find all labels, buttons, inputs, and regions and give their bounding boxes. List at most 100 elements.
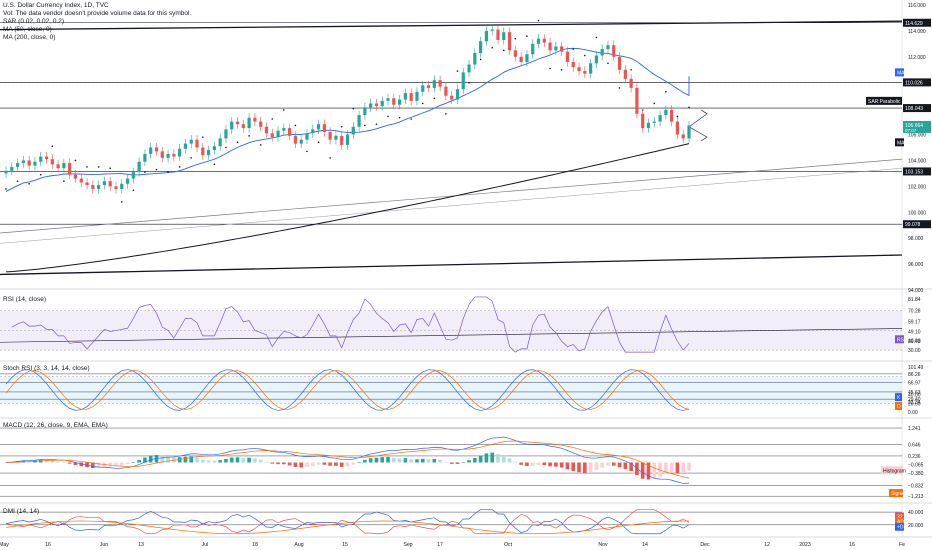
candle-body (97, 185, 101, 189)
macd-histogram-bar (565, 462, 570, 470)
time-axis[interactable]: May 16 Jun 13 Jul 18 Aug 15 Sep 17 Oct Nov 14 Dec 12 20… (0, 542, 905, 548)
sar-dot (584, 54, 586, 57)
macd-histogram-bar (438, 459, 442, 463)
macd-histogram-bar (183, 456, 188, 463)
candle-body (392, 98, 396, 105)
price-tick: 94.000 (908, 288, 924, 294)
sar-dot (387, 115, 389, 118)
stoch-legend[interactable]: Stoch RSI (3, 3, 14, 14, close) (3, 365, 90, 372)
candle-body (600, 49, 604, 56)
macd-histogram-bar (351, 462, 356, 465)
sar-dot (167, 171, 169, 173)
vol-note: Vol: The data vendor doesn't provide vol… (3, 10, 192, 17)
candle-body (328, 131, 332, 140)
candle-body (50, 159, 54, 165)
sar-dot (537, 19, 540, 22)
candle-body (137, 161, 141, 173)
candle-body (513, 50, 517, 57)
rsi-tick: 81.84 (908, 297, 921, 303)
candle-body (548, 42, 552, 51)
candle-body (172, 153, 176, 157)
candle-body (218, 138, 222, 147)
macd-histogram-bar (363, 459, 367, 463)
parabolic-sar (5, 19, 690, 203)
ma50-legend[interactable]: MA (50, close, 0) (3, 26, 52, 33)
macd-histogram-bar (496, 454, 500, 463)
sar-dot (74, 159, 77, 162)
trendlines (0, 20, 903, 276)
macd-tick: 0.646 (908, 443, 921, 449)
macd-histogram-bar (73, 462, 78, 466)
candle-body (560, 46, 564, 52)
price-tick: 98.000 (908, 236, 924, 242)
candle-body (369, 103, 373, 108)
sar-legend[interactable]: SAR (0.02, 0.02, 0.2) (3, 18, 65, 25)
candle-body (334, 135, 338, 140)
candle-body (102, 181, 106, 186)
candle-body (230, 121, 234, 130)
symbol-title[interactable]: U.S. Dollar Currency Index, 1D, TVC (3, 2, 109, 9)
price-scale[interactable]: 116.000114.000112.000110.000108.000106.0… (866, 3, 931, 294)
candle-body (108, 181, 112, 187)
price-label-108-043: 108.043 (905, 106, 923, 112)
candle-body (536, 38, 541, 44)
stoch-d-tag: D (897, 404, 901, 410)
candle-body (68, 163, 72, 175)
candle-body (531, 43, 535, 55)
candle-body (340, 135, 344, 145)
macd-histogram-bar (172, 457, 176, 463)
macd-histogram-bar (617, 462, 622, 468)
macd-legend[interactable]: MACD (12, 26, close, 9, EMA, EMA) (3, 422, 108, 429)
macd-tick: 1.241 (908, 426, 921, 432)
ma200-legend[interactable]: MA (200, close, 0) (3, 34, 56, 41)
sar-dot (560, 68, 563, 71)
macd-histogram-bar (316, 462, 321, 465)
candle-body (421, 85, 425, 92)
candle-body (15, 163, 20, 167)
signal-tag-bg (889, 489, 903, 498)
candle-body (589, 63, 593, 74)
candle-body (235, 121, 240, 125)
current-price-label: 106.664 (905, 123, 923, 129)
sar-dot (28, 182, 30, 185)
sar-dot (352, 107, 355, 110)
candle-body (646, 122, 651, 129)
dmi-legend[interactable]: DMI (14, 14) (3, 508, 40, 515)
ma50-path (5, 47, 690, 192)
sar-dot (630, 68, 632, 71)
candle-body (583, 71, 587, 74)
candle-body (44, 156, 49, 160)
candles[interactable] (4, 25, 691, 194)
macd-tick: −0.380 (908, 471, 924, 477)
candle-body (565, 51, 570, 62)
sar-dot (213, 163, 216, 166)
candle-body (195, 139, 199, 148)
projection-arrow-up (688, 109, 708, 128)
upper-channel-line (0, 20, 903, 31)
dmi-tag-32: 32 (897, 515, 903, 521)
candle-body (502, 32, 506, 40)
ma50-tag-bg (895, 68, 904, 77)
candle-body (27, 160, 31, 166)
candle-body (490, 29, 494, 31)
ma200-path (5, 143, 690, 273)
time-tick: 13 (138, 542, 144, 548)
signal-tag: Signal (891, 491, 905, 497)
sar-dot (97, 166, 100, 168)
macd-histogram-bar (131, 462, 136, 463)
macd-histogram-bar (675, 462, 680, 474)
macd-histogram-bar (640, 462, 645, 479)
stoch-tick: 20.00 (908, 401, 921, 407)
time-tick: Sep (403, 542, 412, 548)
dmi-tick: 20.000 (908, 523, 924, 529)
candle-body (62, 163, 66, 169)
candle-body (305, 133, 309, 140)
sar-dot (468, 81, 470, 84)
macd-histogram-bar (328, 462, 332, 466)
rsi-legend[interactable]: RSI (14, close) (3, 296, 46, 303)
macd-histogram-bar (380, 457, 385, 463)
candle-body (33, 161, 37, 166)
macd-histogram-bar (91, 462, 95, 468)
